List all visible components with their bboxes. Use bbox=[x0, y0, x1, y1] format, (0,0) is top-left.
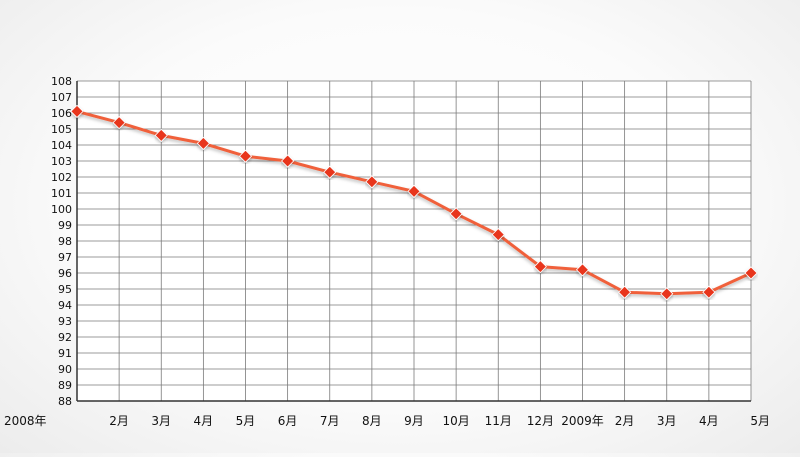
x-tick-label: 4月 bbox=[699, 414, 719, 428]
x-tick-label: 12月 bbox=[527, 414, 554, 428]
y-tick-label: 88 bbox=[58, 395, 72, 408]
y-tick-label: 104 bbox=[51, 139, 72, 152]
data-point bbox=[618, 285, 632, 299]
data-markers bbox=[70, 104, 758, 301]
data-point bbox=[365, 175, 379, 189]
data-point bbox=[407, 184, 421, 198]
y-tick-label: 90 bbox=[58, 363, 72, 376]
y-tick-label: 94 bbox=[58, 299, 72, 312]
y-tick-label: 107 bbox=[51, 91, 72, 104]
y-tick-label: 105 bbox=[51, 123, 72, 136]
data-point bbox=[323, 165, 337, 179]
y-tick-label: 103 bbox=[51, 155, 72, 168]
data-point bbox=[196, 136, 210, 150]
x-tick-label: 10月 bbox=[442, 414, 469, 428]
x-axis-tick-labels: 2008年 2月 3月 4月 5月 6月 7月 8月 9月 10月 11月 12月 2009年 2月 3月 4… bbox=[4, 414, 770, 428]
y-tick-label: 101 bbox=[51, 187, 72, 200]
x-tick-label: 2月 bbox=[109, 414, 129, 428]
y-tick-label: 108 bbox=[51, 75, 72, 88]
y-tick-label: 97 bbox=[58, 251, 72, 264]
y-axis-tick-labels: 88 89 90 91 92 93 94 95 96 97 98 99 100 101 102 103 104 1… bbox=[51, 75, 72, 408]
x-tick-label: 2月 bbox=[615, 414, 635, 428]
y-tick-label: 102 bbox=[51, 171, 72, 184]
y-tick-label: 106 bbox=[51, 107, 72, 120]
data-point bbox=[744, 266, 758, 280]
x-tick-label: 4月 bbox=[194, 414, 214, 428]
data-point bbox=[702, 285, 716, 299]
y-tick-label: 96 bbox=[58, 267, 72, 280]
data-point bbox=[660, 287, 674, 301]
data-point bbox=[281, 154, 295, 168]
y-tick-label: 99 bbox=[58, 219, 72, 232]
data-point bbox=[449, 207, 463, 221]
x-tick-label: 7月 bbox=[320, 414, 340, 428]
data-point bbox=[70, 104, 84, 118]
x-tick-label: 5月 bbox=[750, 414, 770, 428]
y-tick-label: 92 bbox=[58, 331, 72, 344]
grid-lines bbox=[76, 80, 752, 402]
data-point bbox=[154, 128, 168, 142]
data-point bbox=[491, 228, 505, 242]
x-tick-label: 6月 bbox=[278, 414, 298, 428]
data-point bbox=[533, 260, 547, 274]
x-tick-label: 5月 bbox=[236, 414, 256, 428]
data-point bbox=[575, 263, 590, 277]
data-point bbox=[112, 116, 126, 130]
x-tick-label: 3月 bbox=[151, 414, 171, 428]
x-tick-label: 8月 bbox=[362, 414, 382, 428]
data-point bbox=[238, 149, 253, 163]
x-tick-label: 2008年 bbox=[4, 414, 47, 428]
x-tick-label: 2009年 bbox=[561, 414, 604, 428]
axes bbox=[76, 81, 751, 402]
x-tick-label: 11月 bbox=[485, 414, 512, 428]
y-tick-label: 98 bbox=[58, 235, 72, 248]
y-tick-label: 91 bbox=[58, 347, 72, 360]
y-tick-label: 95 bbox=[58, 283, 72, 296]
y-tick-label: 93 bbox=[58, 315, 72, 328]
x-tick-label: 9月 bbox=[404, 414, 424, 428]
y-tick-label: 89 bbox=[58, 379, 72, 392]
x-tick-label: 3月 bbox=[657, 414, 677, 428]
y-tick-label: 100 bbox=[51, 203, 72, 216]
